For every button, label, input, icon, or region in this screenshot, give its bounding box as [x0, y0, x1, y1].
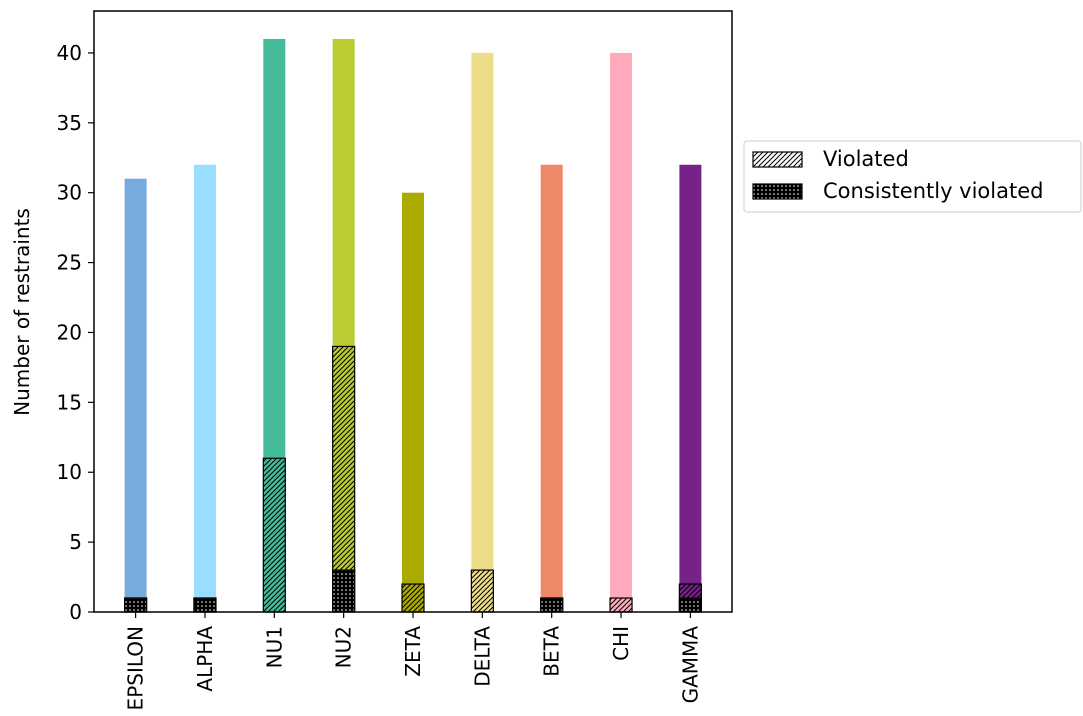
y-tick-label: 30 — [57, 181, 82, 205]
plot-area: EPSILON ALPHA NU1 NU2 ZETA DELTA BETA CHI GAMMA 0… — [57, 10, 733, 710]
y-tick-label: 15 — [57, 390, 82, 414]
x-tick-label-beta: BETA — [540, 626, 564, 677]
legend-swatch-consistent — [752, 183, 803, 200]
bar-total-beta — [540, 164, 563, 612]
x-tick-label-zeta: ZETA — [401, 626, 425, 677]
x-tick-label-alpha: ALPHA — [193, 626, 217, 692]
y-tick-label: 25 — [57, 251, 82, 275]
legend: Violated Consistently violated — [743, 140, 1082, 213]
bar-total-alpha — [193, 164, 216, 612]
y-tick-label: 5 — [69, 530, 82, 554]
y-tick-label: 40 — [57, 41, 82, 65]
y-axis-label: Number of restraints — [10, 208, 34, 416]
bar-consistent-nu2 — [332, 569, 356, 613]
y-tick-label: 20 — [57, 320, 82, 344]
x-tick-label-gamma: GAMMA — [678, 626, 702, 704]
bar-consistent-alpha — [193, 597, 217, 613]
y-tick-label: 35 — [57, 111, 82, 135]
axes-frame — [93, 10, 733, 613]
y-tick-label: 0 — [69, 600, 82, 624]
legend-frame — [743, 140, 1082, 213]
x-tick-label-chi: CHI — [609, 626, 633, 661]
x-tick-label-delta: DELTA — [470, 626, 494, 687]
legend-swatch-violated — [752, 151, 803, 168]
bar-total-gamma — [679, 164, 702, 612]
x-tick-label-nu1: NU1 — [262, 626, 286, 668]
bar-violated-delta — [470, 569, 494, 613]
bar-consistent-beta — [540, 597, 564, 613]
bar-total-zeta — [402, 192, 424, 612]
legend-label-consistent: Consistently violated — [823, 179, 1043, 203]
x-tick-label-epsilon: EPSILON — [124, 626, 148, 710]
bar-violated-nu1 — [262, 457, 286, 613]
bar-consistent-epsilon — [124, 597, 148, 613]
bar-violated-chi — [609, 597, 633, 613]
bar-total-delta — [471, 52, 494, 612]
y-tick-label: 10 — [57, 460, 82, 484]
x-tick-label-nu2: NU2 — [332, 626, 356, 668]
bar-total-chi — [610, 52, 633, 612]
bar-violated-zeta — [401, 583, 425, 613]
legend-label-violated: Violated — [823, 147, 909, 171]
bar-consistent-gamma — [678, 597, 702, 613]
bar-total-epsilon — [124, 178, 147, 612]
